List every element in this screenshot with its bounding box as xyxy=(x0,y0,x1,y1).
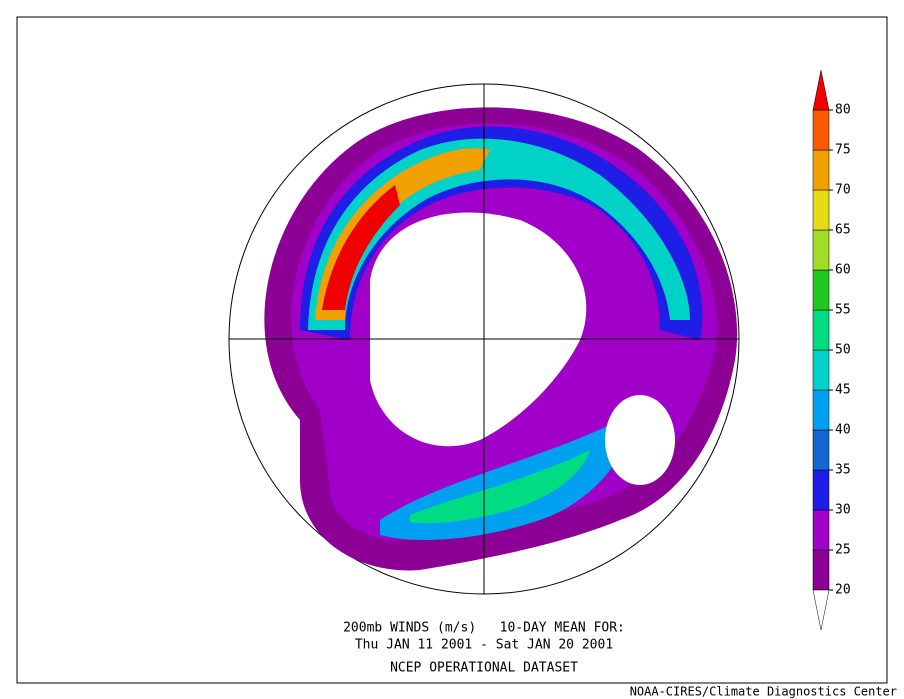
colorbar-label: 20 xyxy=(835,583,851,598)
colorbar-label: 70 xyxy=(835,183,851,198)
colorbar-cell xyxy=(812,309,830,351)
colorbar-label: 50 xyxy=(835,343,851,358)
colorbar-label: 80 xyxy=(835,103,851,118)
colorbar-cell xyxy=(812,109,830,151)
polar-map xyxy=(228,83,740,595)
colorbar-label: 55 xyxy=(835,303,851,318)
colorbar-label: 65 xyxy=(835,223,851,238)
polar-calm xyxy=(370,212,587,447)
colorbar-cell xyxy=(812,349,830,391)
colorbar-cell xyxy=(812,469,830,511)
title-line: NCEP OPERATIONAL DATASET xyxy=(390,661,578,676)
credit: NOAA-CIRES/Climate Diagnostics Center xyxy=(630,685,897,699)
title-line: 200mb WINDS (m/s) 10-DAY MEAN FOR: xyxy=(343,621,625,636)
colorbar-label: 40 xyxy=(835,423,851,438)
title-line: Thu JAN 11 2001 - Sat JAN 20 2001 xyxy=(355,638,613,653)
jet-core xyxy=(322,185,400,310)
colorbar-label: 60 xyxy=(835,263,851,278)
colorbar-cell xyxy=(812,389,830,431)
colorbar-cell xyxy=(812,549,830,591)
colorbar-label: 30 xyxy=(835,503,851,518)
colorbar-over xyxy=(812,69,830,111)
colorbar-cell xyxy=(812,429,830,471)
colorbar: 20 25 30 35 40 45 50 55 60 65 70 75 80 xyxy=(812,69,851,631)
colorbar-label: 75 xyxy=(835,143,851,158)
us-jet-core xyxy=(410,450,590,524)
colorbar-label: 25 xyxy=(835,543,851,558)
colorbar-cell xyxy=(812,269,830,311)
colorbar-label: 45 xyxy=(835,383,851,398)
colorbar-cell xyxy=(812,229,830,271)
calm-patch xyxy=(605,395,675,485)
colorbar-cell xyxy=(812,189,830,231)
colorbar-cell xyxy=(812,509,830,551)
colorbar-cell xyxy=(812,149,830,191)
colorbar-under xyxy=(812,589,830,631)
colorbar-label: 35 xyxy=(835,463,851,478)
